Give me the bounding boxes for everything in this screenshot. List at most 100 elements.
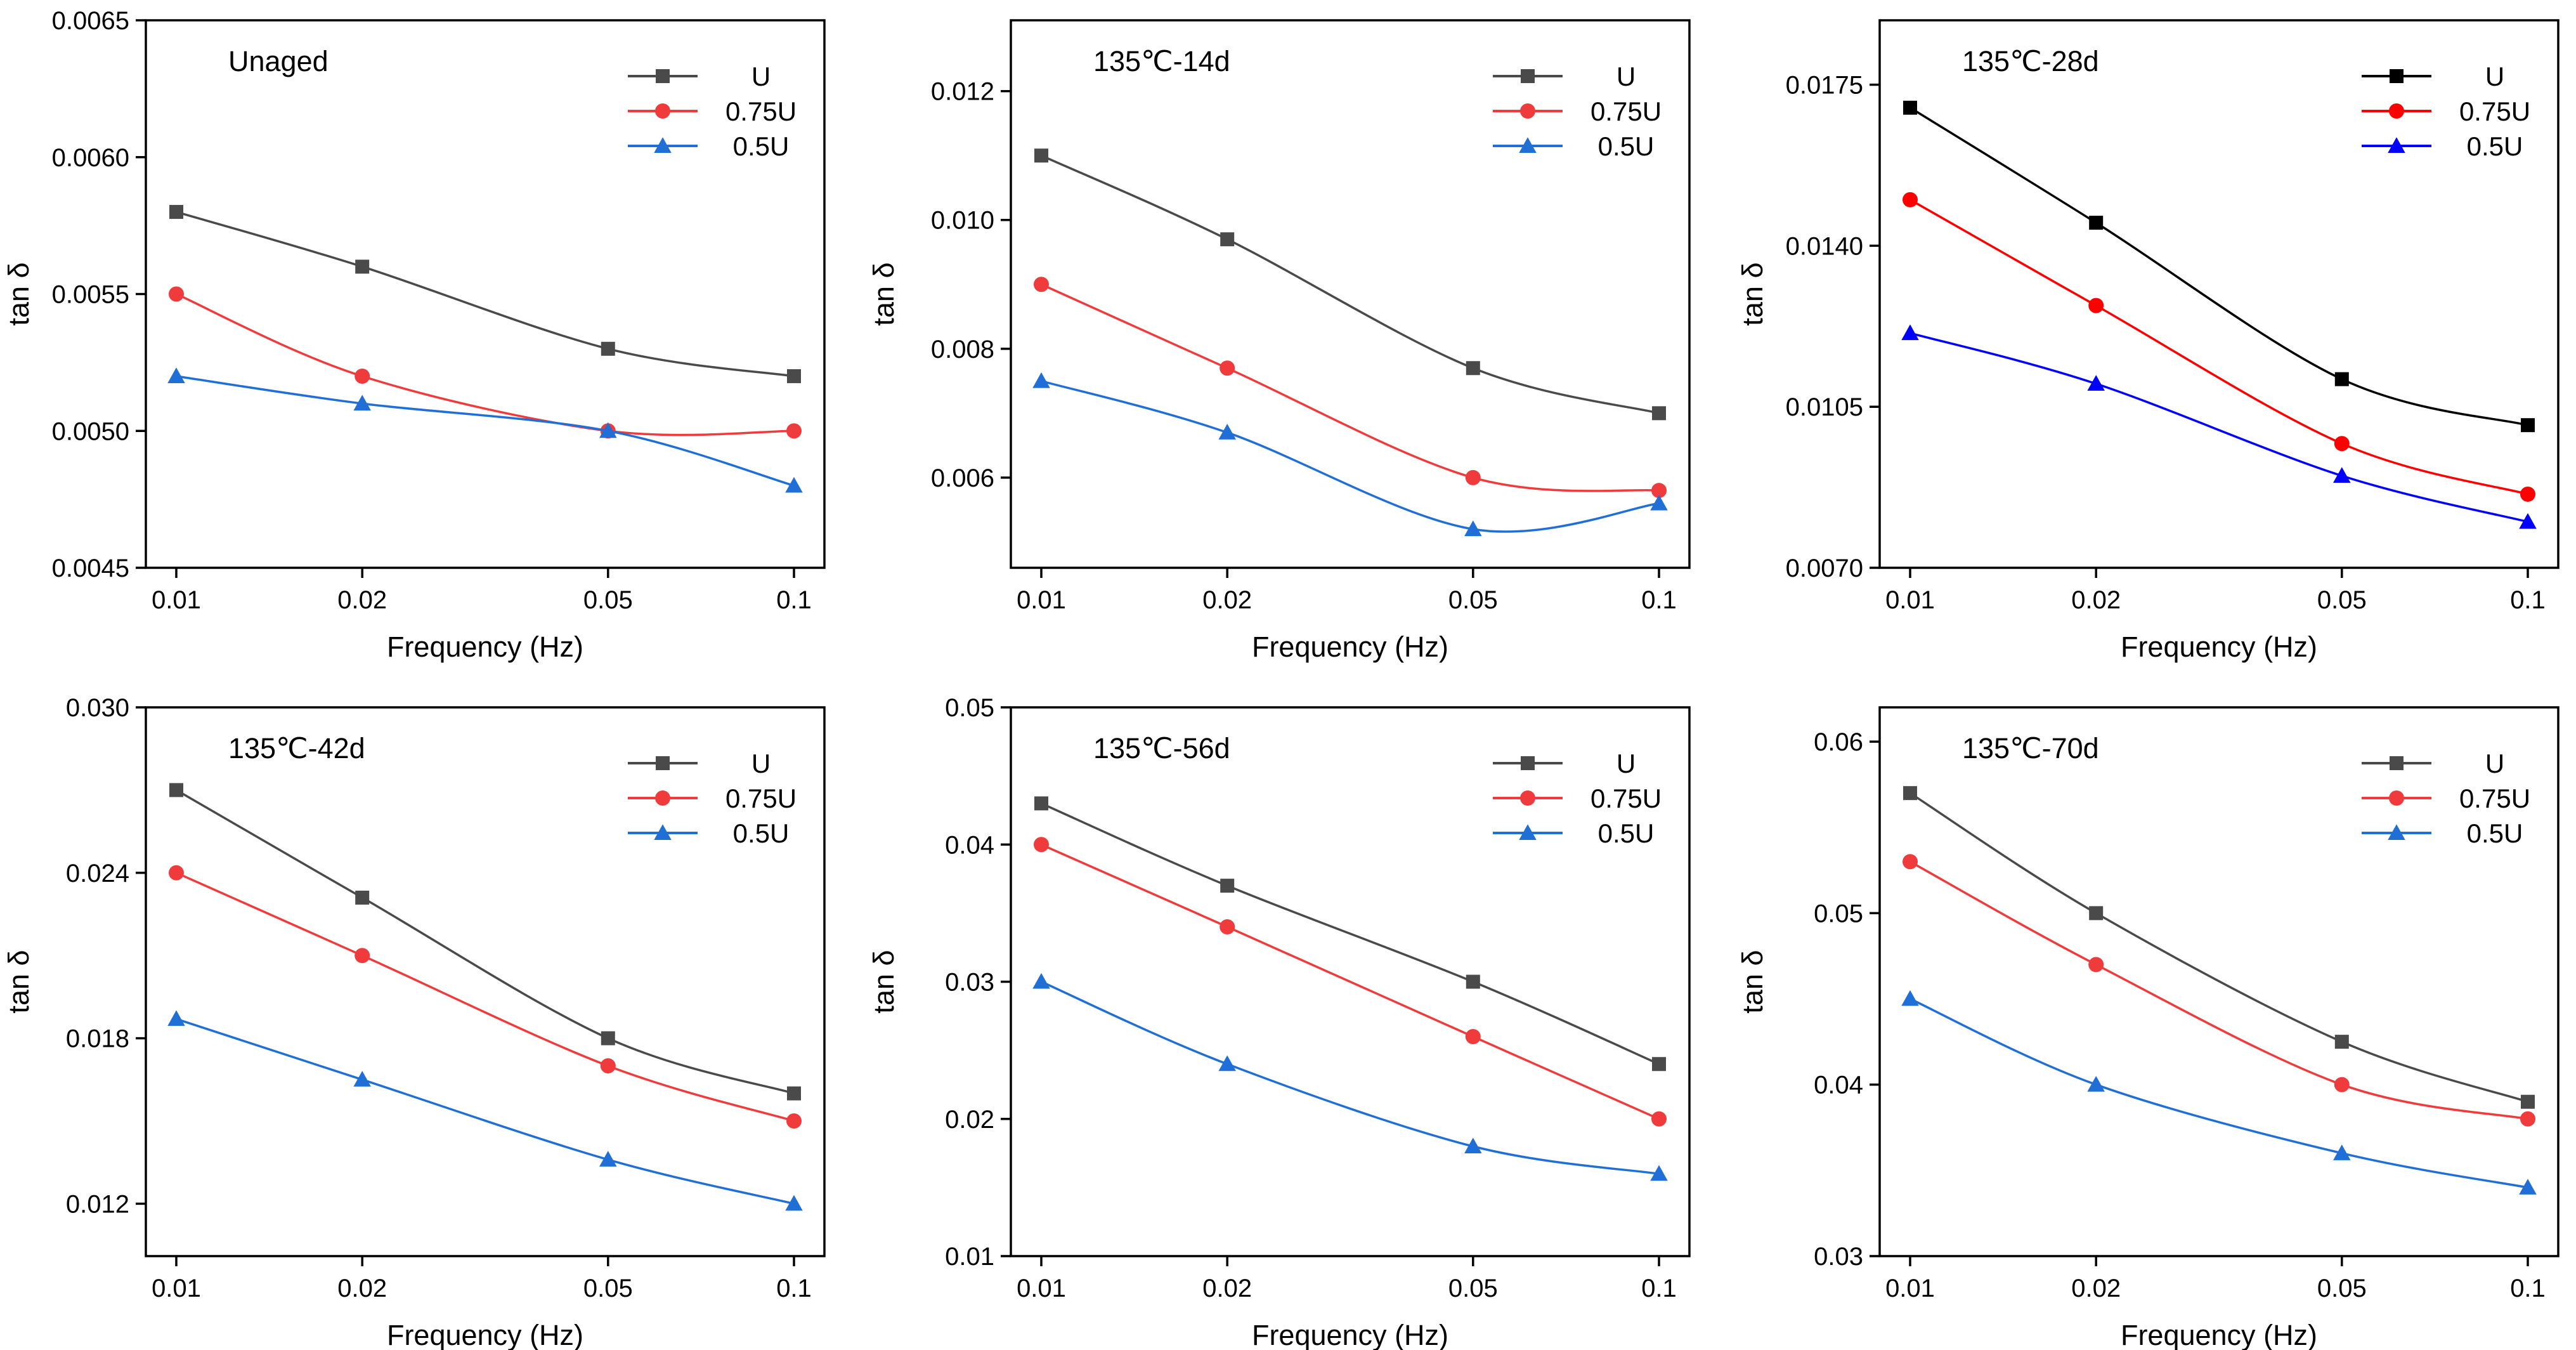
- series-line: [176, 872, 795, 1122]
- data-point: [2520, 486, 2535, 502]
- legend-label: U: [751, 62, 771, 91]
- data-point: [1464, 1137, 1482, 1153]
- series-0.5U: [1901, 990, 2537, 1195]
- data-point: [1034, 837, 1049, 853]
- data-point: [355, 948, 370, 964]
- data-point: [2089, 906, 2104, 921]
- legend-label: 0.5U: [1598, 818, 1655, 848]
- legend-label: 0.5U: [733, 818, 790, 848]
- y-tick-label: 0.008: [931, 336, 994, 364]
- data-point: [1903, 854, 1918, 870]
- series-0.75U: [1903, 854, 2535, 1127]
- legend-label: 0.5U: [2467, 131, 2523, 161]
- data-point: [2521, 418, 2535, 433]
- y-tick-label: 0.0070: [1786, 554, 1863, 582]
- panel-title: 135℃-70d: [1962, 732, 2099, 764]
- legend-label: 0.75U: [1590, 783, 1662, 813]
- data-point: [2334, 1077, 2350, 1092]
- legend-marker: [1520, 790, 1535, 806]
- legend-label: 0.5U: [2467, 818, 2523, 848]
- series-U: [1903, 100, 2535, 433]
- data-point: [600, 1058, 616, 1074]
- data-point: [601, 341, 615, 356]
- y-tick-label: 0.030: [66, 694, 129, 722]
- y-tick-label: 0.0105: [1786, 393, 1863, 421]
- data-point: [167, 1010, 185, 1026]
- data-point: [1220, 879, 1235, 893]
- y-tick-label: 0.024: [66, 860, 129, 888]
- data-point: [1652, 406, 1666, 421]
- series-line: [1041, 980, 1660, 1176]
- series-line: [176, 292, 795, 436]
- data-point: [1903, 786, 1917, 801]
- series-line: [1041, 379, 1660, 533]
- x-axis-title: Frequency (Hz): [1252, 1319, 1448, 1350]
- data-point: [2334, 436, 2350, 452]
- legend-marker: [1521, 69, 1535, 83]
- series-0.75U: [1903, 192, 2535, 502]
- y-tick-label: 0.0140: [1786, 232, 1863, 260]
- data-point: [1465, 1029, 1481, 1044]
- panel-title: 135℃-14d: [1093, 45, 1230, 77]
- x-tick-label: 0.05: [583, 1275, 633, 1302]
- data-point: [1466, 361, 1480, 376]
- chart-panel-6: 0.01 0.02 0.05 0.1 0.03 0.04 0.05 0.06 Frequency…: [1736, 706, 2560, 1350]
- legend: U 0.75U 0.5U: [2362, 749, 2530, 848]
- series-U: [1903, 786, 2535, 1109]
- legend-marker: [656, 69, 670, 83]
- data-point: [2087, 1075, 2105, 1092]
- legend: U 0.75U 0.5U: [1493, 62, 1662, 161]
- x-tick-label: 0.1: [776, 1275, 812, 1302]
- data-point: [167, 367, 185, 383]
- data-point: [2333, 1144, 2351, 1160]
- data-point: [785, 476, 803, 493]
- data-point: [1220, 360, 1235, 376]
- x-tick-label: 0.02: [1202, 586, 1252, 614]
- data-point: [1650, 1165, 1668, 1181]
- data-point: [2089, 216, 2104, 230]
- legend-marker: [655, 103, 670, 119]
- x-tick-label: 0.01: [1885, 1275, 1935, 1302]
- y-tick-label: 0.0060: [52, 144, 129, 172]
- data-point: [1464, 520, 1482, 537]
- legend-label: 0.75U: [2459, 96, 2530, 126]
- x-tick-label: 0.01: [1017, 586, 1066, 614]
- y-tick-label: 0.05: [1814, 900, 1863, 927]
- x-tick-label: 0.01: [152, 586, 201, 614]
- data-point: [2088, 957, 2104, 973]
- data-point: [1034, 277, 1049, 292]
- series-0.5U: [167, 367, 803, 493]
- data-point: [355, 368, 370, 384]
- data-point: [786, 1113, 802, 1129]
- legend-marker: [1519, 137, 1537, 153]
- data-point: [2334, 1035, 2349, 1049]
- y-tick-label: 0.012: [931, 78, 994, 106]
- data-point: [1650, 494, 1668, 511]
- data-point: [2519, 1179, 2537, 1195]
- series-0.75U: [169, 865, 802, 1129]
- x-tick-label: 0.02: [337, 586, 387, 614]
- data-point: [2519, 513, 2537, 529]
- data-point: [599, 422, 617, 438]
- legend-marker: [656, 756, 670, 770]
- data-point: [1901, 990, 1919, 1006]
- series-line: [1041, 802, 1660, 1065]
- x-axis-title: Frequency (Hz): [2121, 1319, 2317, 1350]
- chart-panel-4: 0.01 0.02 0.05 0.1 0.012 0.018 0.024 0.030 Frequ…: [3, 694, 826, 1350]
- x-tick-label: 0.1: [1641, 1275, 1677, 1302]
- series-U: [169, 783, 801, 1101]
- panel-title: 135℃-28d: [1962, 45, 2099, 77]
- data-point: [1652, 1057, 1666, 1071]
- x-tick-label: 0.02: [2071, 1275, 2121, 1302]
- x-tick-label: 0.05: [2317, 1275, 2367, 1302]
- x-tick-label: 0.05: [583, 586, 633, 614]
- chart-panel-3: 0.01 0.02 0.05 0.1 0.0070 0.0105 0.0140 0.0175 F…: [1736, 19, 2560, 663]
- series-U: [1034, 796, 1666, 1071]
- legend-marker: [2390, 756, 2404, 770]
- y-tick-label: 0.02: [945, 1106, 994, 1134]
- plot-frame: [1010, 19, 1691, 569]
- y-tick-label: 0.0065: [52, 7, 129, 35]
- legend-label: U: [1617, 62, 1636, 91]
- data-point: [1903, 100, 1917, 115]
